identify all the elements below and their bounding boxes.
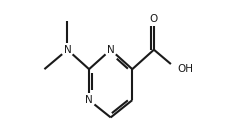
Text: O: O xyxy=(149,14,157,24)
Text: N: N xyxy=(85,95,93,105)
Text: N: N xyxy=(63,45,71,55)
Text: OH: OH xyxy=(176,64,192,74)
Text: N: N xyxy=(106,45,114,55)
